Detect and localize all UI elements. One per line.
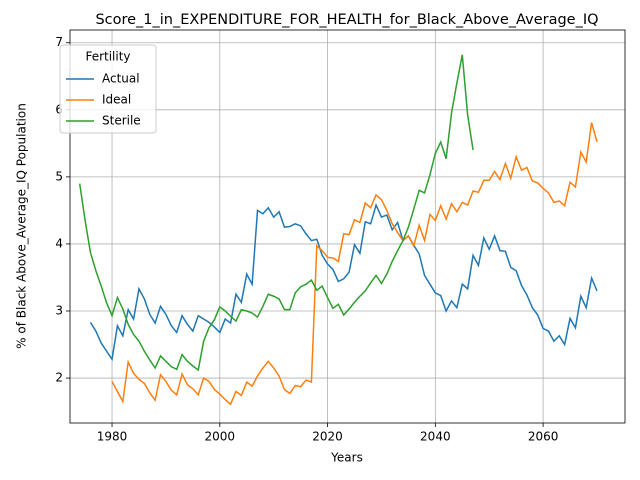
y-axis-label: % of Black Above_Average_IQ Population [15, 103, 29, 349]
x-tick-label: 2000 [205, 430, 236, 444]
legend-box [59, 44, 157, 134]
plot-frame [69, 29, 626, 424]
y-tick-label: 6 [55, 102, 63, 116]
y-tick-label: 3 [55, 304, 63, 318]
y-tick-label: 5 [55, 169, 63, 183]
legend-label: Sterile [102, 114, 141, 128]
series-line [78, 54, 474, 372]
y-tick-label: 4 [55, 236, 63, 250]
chart-title: Score_1_in_EXPENDITURE_FOR_HEALTH_for_Bl… [95, 12, 598, 28]
series-line [111, 122, 598, 406]
legend-title: Fertility [85, 50, 130, 64]
series-line [89, 202, 598, 362]
y-tick-label: 2 [55, 371, 63, 385]
x-tick-label: 2060 [528, 430, 559, 444]
legend-label: Actual [102, 72, 140, 86]
y-tick-label: 7 [55, 35, 63, 49]
x-tick-label: 2020 [312, 430, 343, 444]
x-tick-label: 1980 [97, 430, 128, 444]
legend-label: Ideal [102, 93, 131, 107]
x-tick-label: 2040 [420, 430, 451, 444]
x-axis-label: Years [330, 451, 363, 465]
